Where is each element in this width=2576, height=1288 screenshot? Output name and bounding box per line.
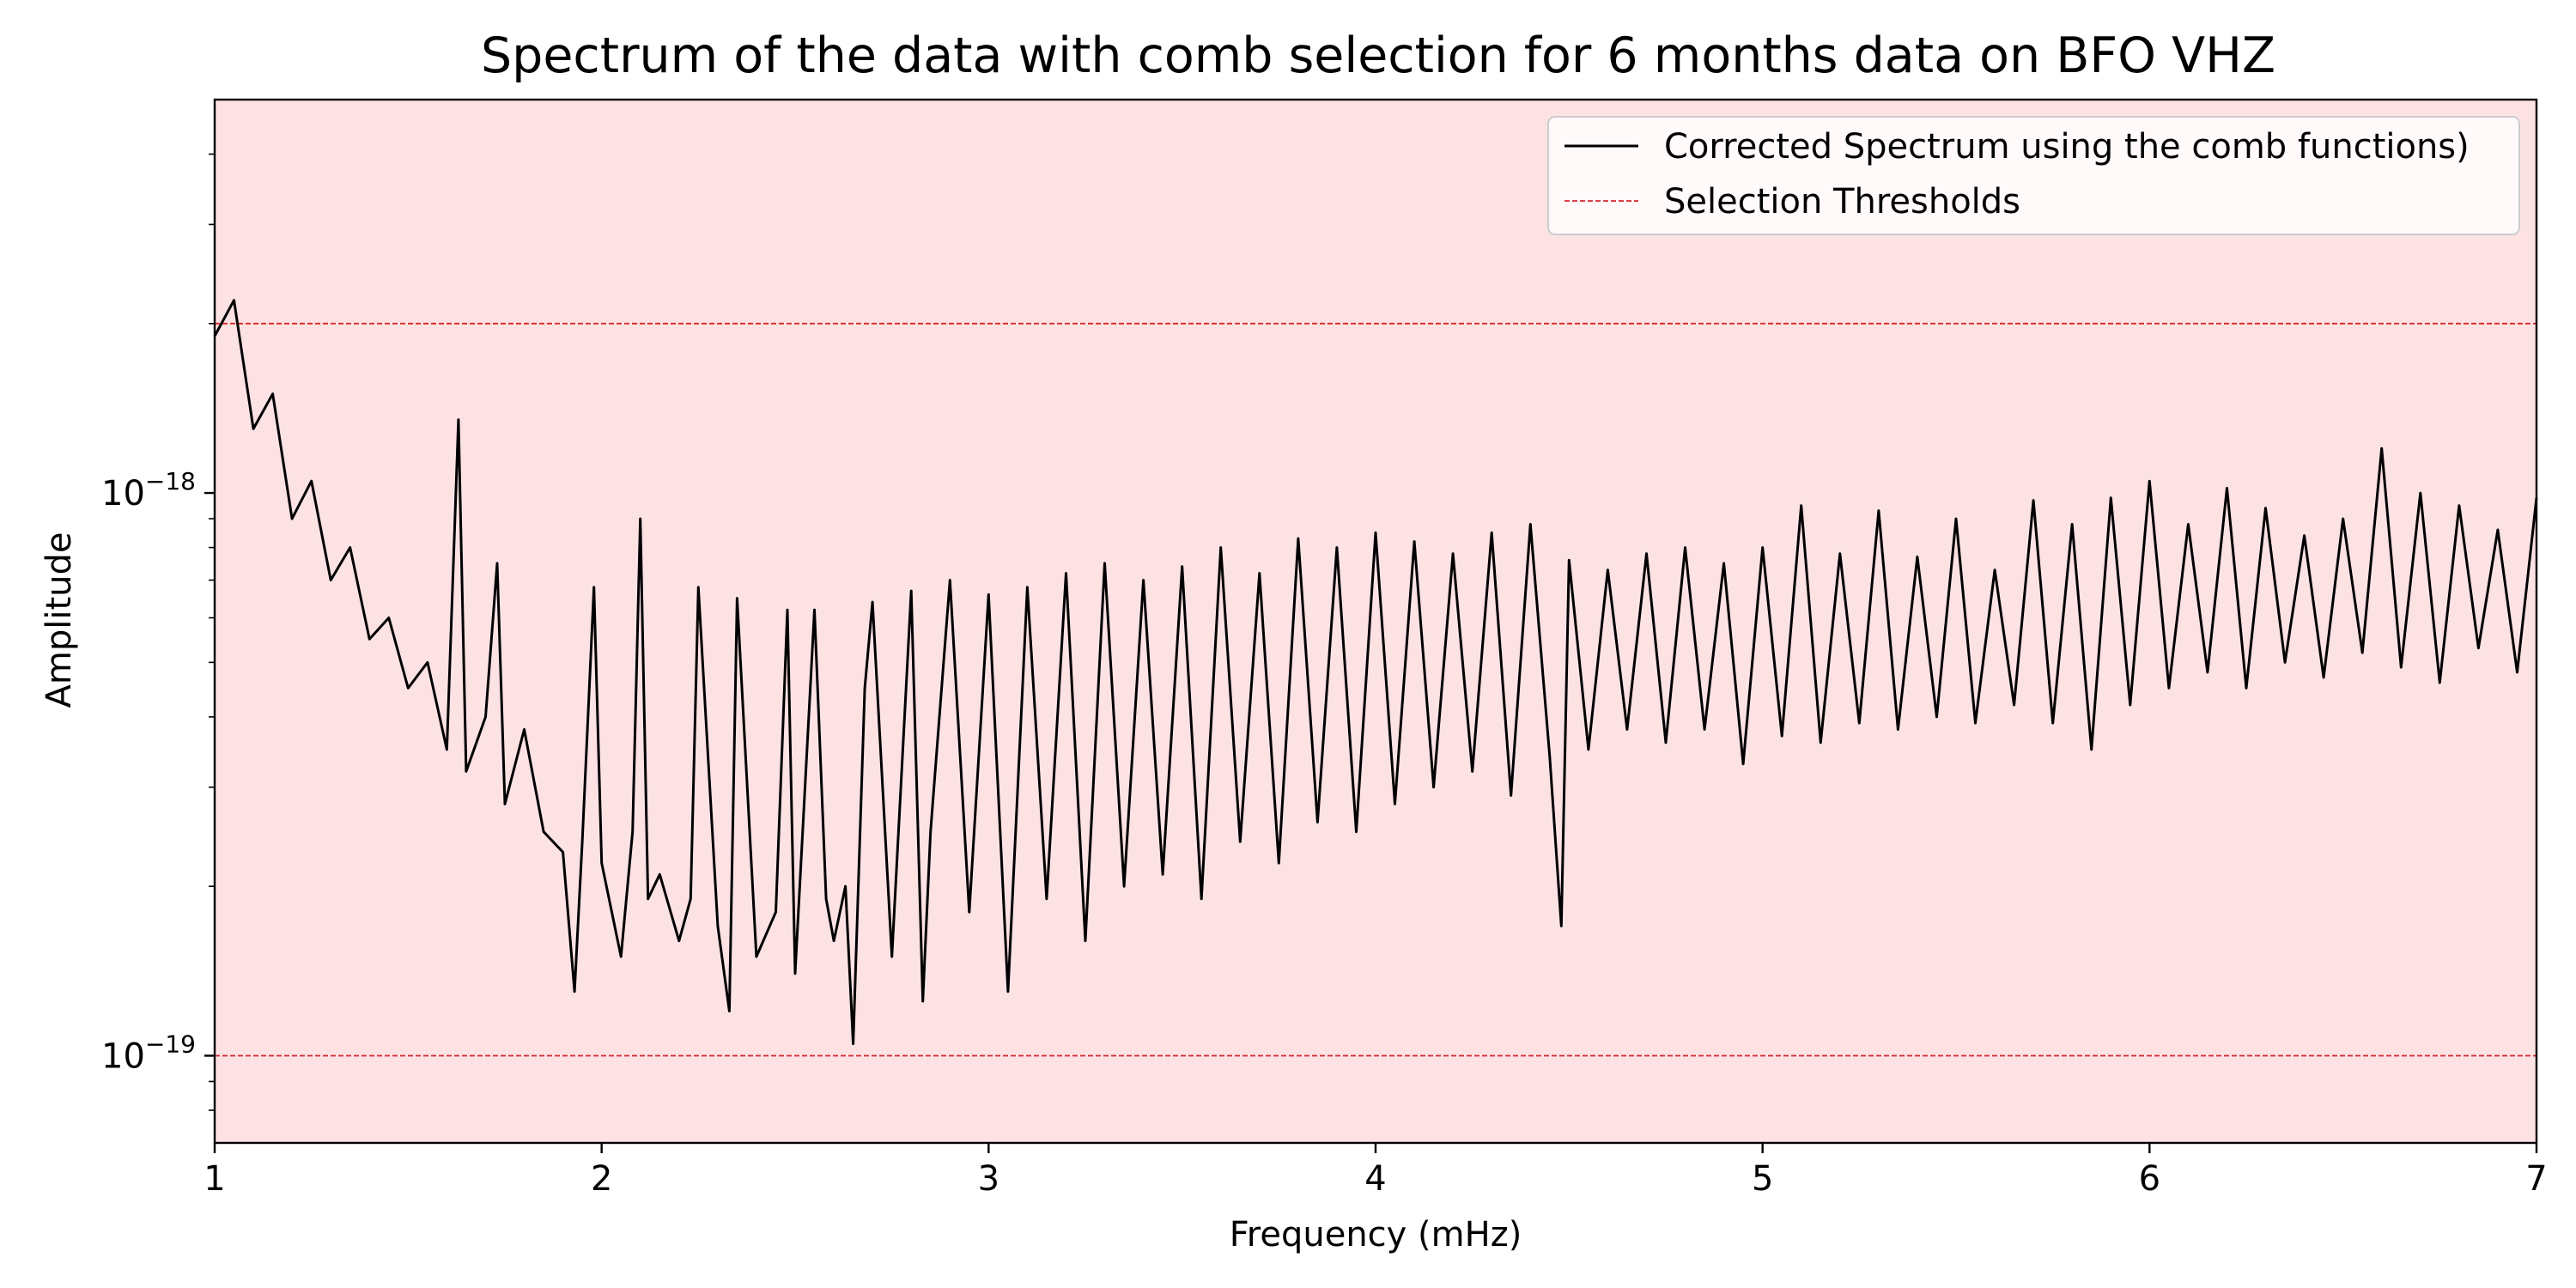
- y-axis-label: Amplitude: [39, 532, 79, 708]
- x-tick-label-5: 5: [1752, 1159, 1773, 1199]
- x-tick-label-7: 7: [2525, 1159, 2547, 1199]
- x-tick-label-2: 2: [591, 1159, 612, 1199]
- threshold-lines: [215, 322, 2537, 1057]
- y-axis-ticks: 10−19 10−18: [101, 153, 215, 1111]
- x-tick-label-6: 6: [2139, 1159, 2160, 1199]
- x-axis-label: Frequency (mHz): [1230, 1215, 1522, 1255]
- x-tick-label-4: 4: [1364, 1159, 1386, 1199]
- x-tick-label-3: 3: [978, 1159, 999, 1199]
- y-tick-label-−19: 10−19: [101, 1030, 196, 1076]
- legend: Corrected Spectrum using the comb functi…: [1547, 116, 2520, 235]
- plot-area: [215, 100, 2537, 1143]
- legend-label-spectrum: Corrected Spectrum using the comb functi…: [1664, 127, 2470, 167]
- spectrum-line: [213, 299, 2538, 1046]
- x-tick-label-1: 1: [204, 1159, 225, 1199]
- y-tick-label-−18: 10−18: [101, 467, 196, 513]
- spectrum-series: [213, 299, 2538, 1046]
- legend-label-thresholds: Selection Thresholds: [1664, 182, 2020, 222]
- x-axis-ticks: 1 2 3 4 5 6 7: [204, 1143, 2548, 1199]
- legend-box: [1547, 116, 2520, 235]
- chart-title: Spectrum of the data with comb selection…: [481, 27, 2275, 84]
